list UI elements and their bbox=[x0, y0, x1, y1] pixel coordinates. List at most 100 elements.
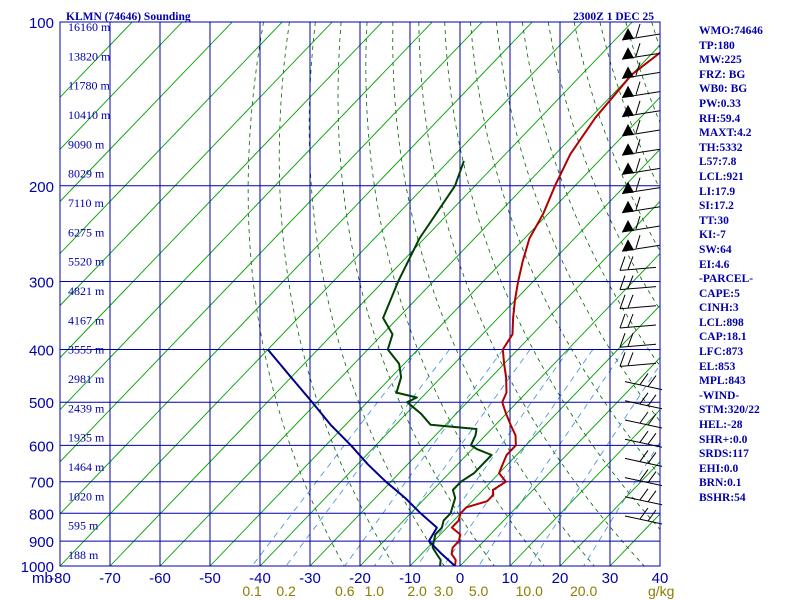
height-label: 1020 m bbox=[68, 489, 105, 503]
temperature-tick-label: -50 bbox=[199, 570, 221, 587]
wind-barb bbox=[624, 469, 663, 487]
temperature-axis-prefix: mb bbox=[32, 570, 53, 587]
dry-adiabat bbox=[444, 22, 660, 530]
pressure-tick-label: 300 bbox=[29, 275, 54, 292]
wind-barb-flag bbox=[627, 313, 634, 328]
temperature-profile bbox=[450, 51, 660, 566]
wind-barb-flag bbox=[639, 392, 649, 405]
sounding-index-item: LCL:921 bbox=[699, 170, 744, 183]
wind-barb-flag bbox=[627, 352, 634, 366]
wind-barb-flag bbox=[647, 413, 657, 426]
sounding-index-item: PW:0.33 bbox=[699, 97, 741, 110]
wind-barb bbox=[624, 430, 663, 448]
wind-barb-flag bbox=[639, 450, 649, 462]
wind-barb-flag bbox=[639, 373, 649, 385]
height-label: 7110 m bbox=[68, 196, 105, 210]
isotherm bbox=[459, 357, 660, 566]
sounding-index-item: TH:5332 bbox=[699, 141, 743, 154]
isotherm bbox=[60, 22, 483, 463]
height-label: 5520 m bbox=[68, 255, 105, 269]
wind-barb-flag bbox=[627, 275, 634, 289]
sounding-index-item: SI:17.2 bbox=[699, 200, 734, 213]
wind-barb-flag bbox=[635, 139, 641, 153]
wind-barb-flag bbox=[619, 352, 626, 367]
wind-barb-flag bbox=[639, 469, 649, 481]
isotherm bbox=[60, 22, 333, 307]
height-label: 3555 m bbox=[68, 343, 105, 357]
temperature-tick-label: 20 bbox=[552, 570, 569, 587]
height-label: 2439 m bbox=[68, 401, 105, 415]
isotherm bbox=[60, 22, 383, 359]
temperature-tick-label: 0 bbox=[456, 570, 464, 587]
sounding-index-item: WMO:74646 bbox=[699, 25, 763, 37]
sounding-index-item: STM:320/22 bbox=[699, 404, 760, 417]
wind-barb bbox=[619, 313, 657, 329]
wind-barb-flag bbox=[639, 430, 649, 443]
dry-adiabat bbox=[418, 22, 645, 566]
temperature-tick-label: 30 bbox=[602, 570, 619, 587]
wind-barb-flag bbox=[619, 313, 626, 329]
dry-adiabat bbox=[278, 22, 395, 566]
wind-barb-flag bbox=[635, 177, 641, 191]
dry-adiabat bbox=[247, 22, 345, 566]
sounding-index-item: LCL:898 bbox=[699, 316, 744, 329]
temperature-tick-label: -10 bbox=[399, 570, 421, 587]
isotherm bbox=[60, 22, 233, 203]
dry-adiabat bbox=[521, 22, 660, 367]
wind-barb-flag bbox=[619, 294, 626, 309]
mixing-ratio-line bbox=[443, 349, 594, 566]
mixing-ratio-label: 10.0 bbox=[516, 583, 543, 599]
sounding-index-item: -PARCEL- bbox=[699, 273, 754, 286]
sounding-index-item: MW:225 bbox=[699, 54, 742, 67]
sounding-index-item: RH:59.4 bbox=[699, 112, 741, 125]
isotherm bbox=[60, 22, 183, 150]
wind-barb bbox=[619, 294, 657, 310]
mixing-ratio-line bbox=[416, 349, 570, 566]
height-label: 16160 m bbox=[68, 20, 111, 34]
isotherm bbox=[60, 22, 433, 411]
sounding-index-item: SW:64 bbox=[699, 243, 732, 256]
pressure-tick-label: 200 bbox=[29, 179, 54, 196]
temperature-tick-label: -80 bbox=[49, 570, 71, 587]
height-label: 188 m bbox=[68, 548, 99, 562]
height-label: 4167 m bbox=[68, 313, 105, 327]
wind-barb bbox=[621, 81, 661, 99]
sounding-index-item: L57:7.8 bbox=[699, 156, 737, 169]
pressure-tick-label: 800 bbox=[29, 506, 54, 523]
mixing-ratio-line bbox=[528, 364, 660, 566]
wind-barb-flag bbox=[639, 488, 649, 501]
wind-barb-staff bbox=[624, 496, 663, 506]
sounding-index-item: LFC:873 bbox=[699, 346, 744, 359]
wind-barb-flag bbox=[627, 333, 634, 347]
pressure-tick-label: 1000 bbox=[21, 559, 54, 576]
wind-barb-pennant bbox=[622, 143, 634, 156]
isotherm bbox=[209, 96, 660, 566]
wind-barb-staff bbox=[619, 324, 657, 329]
wind-barb bbox=[624, 392, 663, 410]
wind-barb-staff bbox=[624, 381, 663, 391]
wind-barb bbox=[621, 119, 661, 137]
sounding-index-item: EI:4.6 bbox=[699, 258, 730, 271]
temperature-tick-label: -60 bbox=[149, 570, 171, 587]
pressure-tick-label: 600 bbox=[29, 438, 54, 455]
wind-barb bbox=[624, 507, 663, 525]
height-label: 13820 m bbox=[68, 49, 111, 63]
temperature-tick-label: 40 bbox=[652, 570, 669, 587]
isotherm bbox=[60, 22, 133, 98]
height-label: 2981 m bbox=[68, 372, 105, 386]
wind-barb-flag bbox=[627, 294, 634, 308]
isotherm bbox=[259, 148, 660, 566]
pressure-tick-label: 100 bbox=[29, 15, 54, 32]
height-label: 11780 m bbox=[68, 79, 111, 93]
sounding-index-item: SRDS:117 bbox=[699, 448, 749, 461]
wind-barb-flag bbox=[639, 507, 649, 520]
dry-adiabat bbox=[308, 22, 445, 566]
height-label: 9090 m bbox=[68, 137, 105, 151]
sounding-index-item: KI:-7 bbox=[699, 229, 726, 242]
sounding-index-item: SHR+:0.0 bbox=[699, 433, 748, 446]
wind-barb-flag bbox=[627, 256, 634, 270]
wind-barb bbox=[621, 235, 661, 252]
wind-barb-staff bbox=[619, 305, 657, 310]
wind-barb-staff bbox=[624, 515, 663, 525]
